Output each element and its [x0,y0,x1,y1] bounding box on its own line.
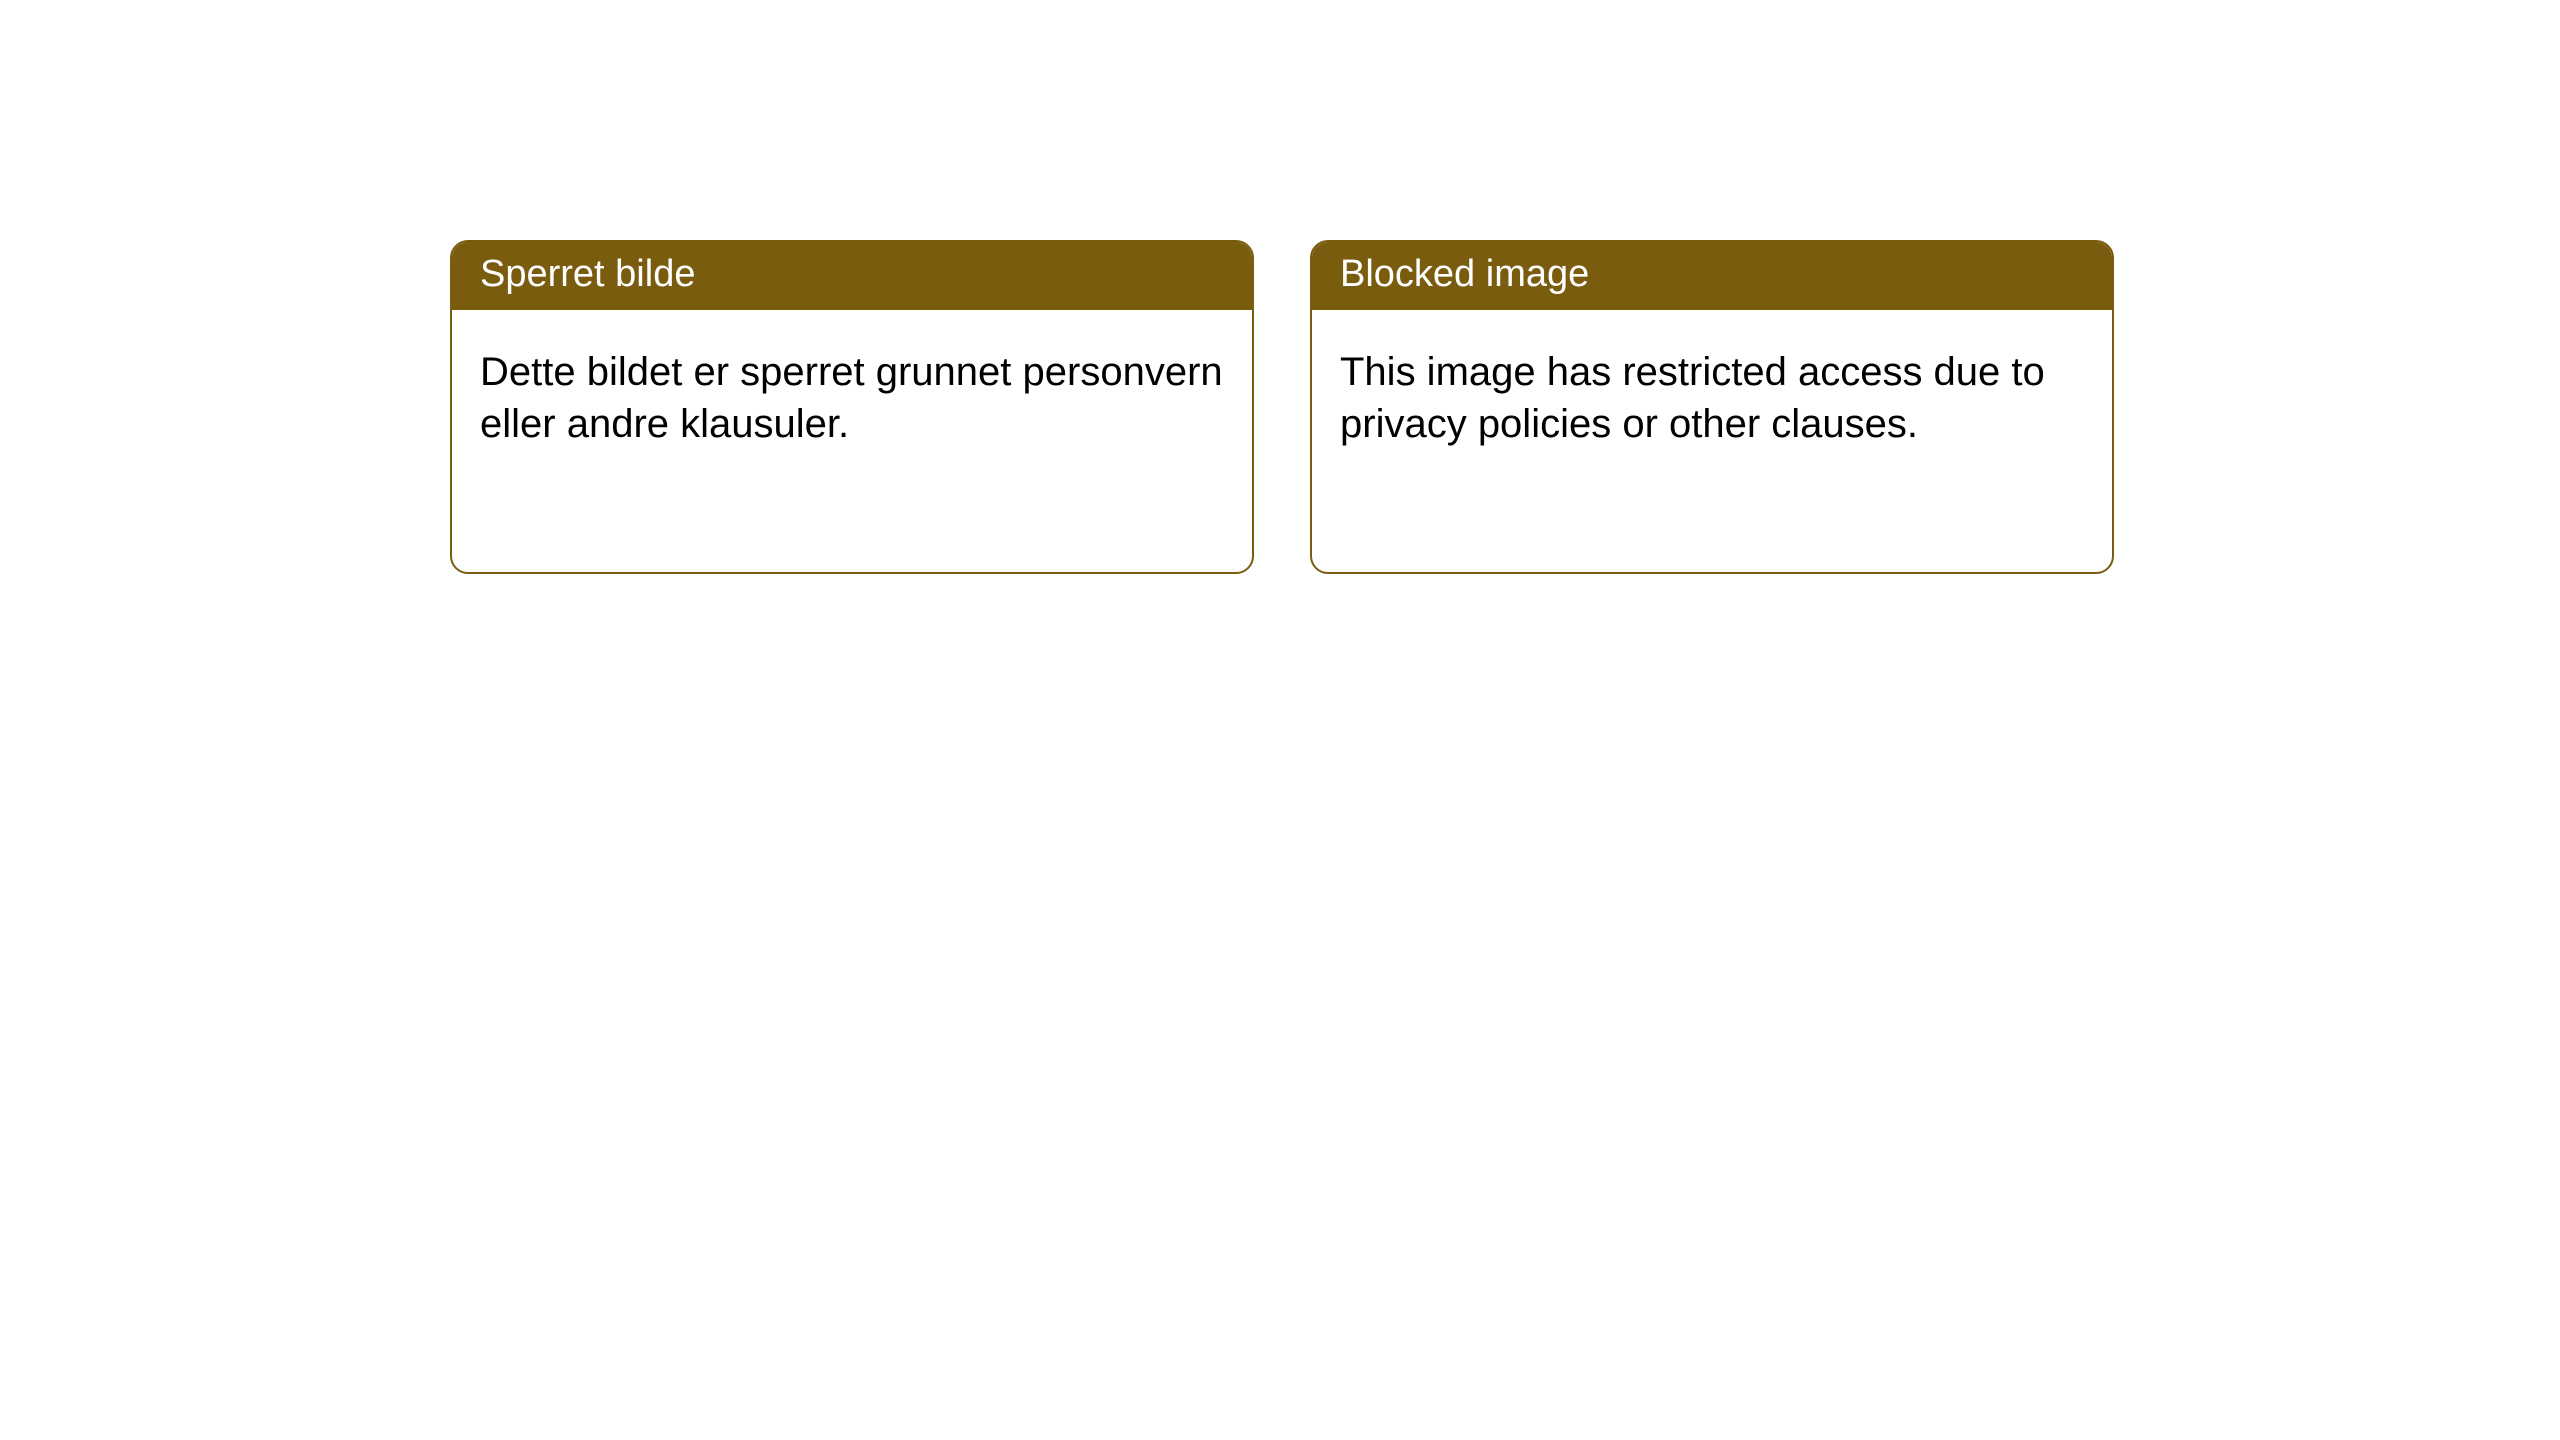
card-body-text: This image has restricted access due to … [1340,350,2045,446]
blocked-image-card-no: Sperret bilde Dette bildet er sperret gr… [450,240,1254,574]
blocked-image-card-en: Blocked image This image has restricted … [1310,240,2114,574]
card-title: Blocked image [1340,253,1589,295]
notice-container: Sperret bilde Dette bildet er sperret gr… [0,0,2560,574]
card-body-text: Dette bildet er sperret grunnet personve… [480,350,1223,446]
card-body: Dette bildet er sperret grunnet personve… [452,310,1252,486]
card-header: Sperret bilde [452,242,1252,310]
card-header: Blocked image [1312,242,2112,310]
card-body: This image has restricted access due to … [1312,310,2112,486]
card-title: Sperret bilde [480,253,695,295]
